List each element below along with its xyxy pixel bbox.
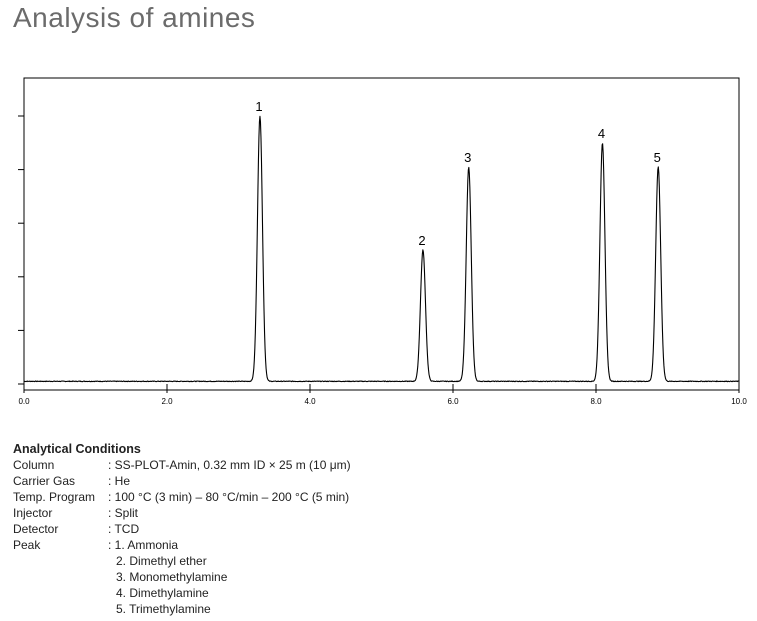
peak-label: 3 (464, 150, 471, 165)
peak-list-item: 3. Monomethylamine (116, 570, 228, 584)
condition-label: Temp. Program (13, 490, 96, 504)
conditions-heading: Analytical Conditions (13, 442, 141, 456)
x-tick-label: 10.0 (731, 397, 747, 406)
x-axis-ticks: 0.0 2.0 4.0 6.0 8.0 10.0 (18, 384, 747, 406)
x-tick-label: 2.0 (161, 397, 173, 406)
x-tick-label: 8.0 (590, 397, 602, 406)
peak-list-item: 4. Dimethylamine (116, 586, 209, 600)
analytical-conditions: Analytical Conditions Column : SS-PLOT-A… (13, 441, 351, 617)
condition-value: : TCD (108, 522, 140, 536)
peak-label: 2 (418, 233, 425, 248)
peak-label: 5 (654, 150, 661, 165)
condition-value: : SS-PLOT-Amin, 0.32 mm ID × 25 m (10 μm… (108, 458, 351, 472)
peak-list-item: 5. Trimethylamine (116, 602, 211, 616)
peak-list: 2. Dimethyl ether 3. Monomethylamine 4. … (116, 553, 351, 617)
peak-label: 4 (598, 126, 605, 141)
condition-label: Injector (13, 506, 53, 520)
condition-row-carrier-gas: Carrier Gas : He (13, 473, 351, 489)
condition-label: Peak (13, 538, 41, 552)
condition-row-injector: Injector : Split (13, 505, 351, 521)
chromatogram-trace (23, 115, 740, 383)
condition-value: : 1. Ammonia (108, 538, 179, 552)
x-tick-label: 6.0 (447, 397, 459, 406)
condition-row-column: Column : SS-PLOT-Amin, 0.32 mm ID × 25 m… (13, 457, 351, 473)
x-tick-label: 0.0 (18, 397, 30, 406)
condition-value: : He (108, 474, 131, 488)
condition-value: : Split (108, 506, 139, 520)
y-axis-ticks (18, 115, 24, 385)
condition-row-detector: Detector : TCD (13, 521, 351, 537)
peak-list-item: 2. Dimethyl ether (116, 554, 207, 568)
condition-label: Detector (13, 522, 59, 536)
x-tick-label: 4.0 (304, 397, 316, 406)
condition-label: Carrier Gas (13, 474, 76, 488)
condition-value: : 100 °C (3 min) – 80 °C/min – 200 °C (5… (108, 490, 350, 504)
condition-row-temp-program: Temp. Program : 100 °C (3 min) – 80 °C/m… (13, 489, 351, 505)
chromatogram-chart: 0.0 2.0 4.0 6.0 8.0 10.0 1 2 3 4 5 (18, 77, 747, 406)
condition-row-peak: Peak : 1. Ammonia (13, 537, 351, 553)
page-title: Analysis of amines (13, 2, 256, 33)
peak-labels: 1 2 3 4 5 (255, 99, 660, 248)
peak-label: 1 (255, 99, 262, 114)
condition-label: Column (13, 458, 55, 472)
plot-frame (23, 77, 740, 391)
